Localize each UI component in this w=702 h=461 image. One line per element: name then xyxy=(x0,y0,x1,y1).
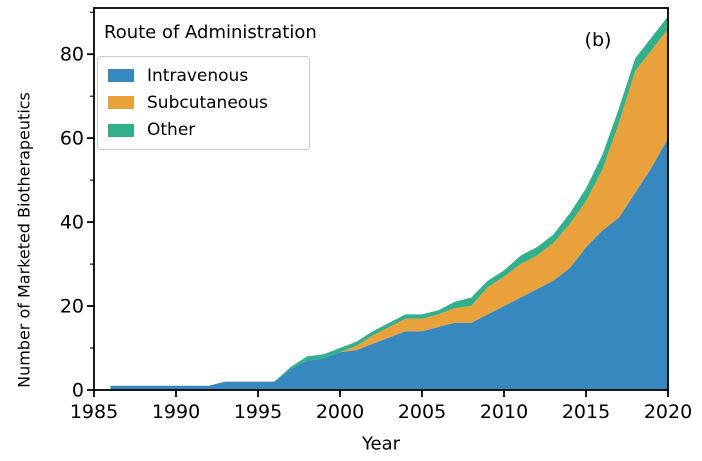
x-tick-label: 2015 xyxy=(562,401,610,423)
y-axis-title: Number of Marketed Biotherapeutics xyxy=(14,92,34,388)
panel-label: (b) xyxy=(584,29,612,51)
legend-row-intravenous: Intravenous xyxy=(108,66,299,86)
legend: Intravenous Subcutaneous Other xyxy=(97,56,310,150)
x-axis-title: Year xyxy=(361,433,401,455)
y-tick-label: 20 xyxy=(60,296,84,318)
legend-swatch-other xyxy=(108,123,134,137)
legend-label-other: Other xyxy=(147,120,196,141)
legend-swatch-subcutaneous xyxy=(108,96,134,110)
x-tick-label: 2020 xyxy=(644,401,692,423)
x-tick-label: 2005 xyxy=(398,401,446,423)
x-tick-label: 2010 xyxy=(480,401,528,423)
y-tick-label: 80 xyxy=(60,44,84,66)
x-tick-label: 2000 xyxy=(316,401,364,423)
legend-row-subcutaneous: Subcutaneous xyxy=(108,93,299,113)
legend-label-intravenous: Intravenous xyxy=(147,65,249,86)
legend-row-other: Other xyxy=(108,120,299,140)
y-tick-label: 60 xyxy=(60,128,84,150)
x-tick-label: 1995 xyxy=(234,401,282,423)
legend-swatch-intravenous xyxy=(108,69,134,83)
plot-border xyxy=(93,7,669,391)
area-intravenous xyxy=(110,138,668,390)
legend-label-subcutaneous: Subcutaneous xyxy=(147,92,268,113)
x-tick-label: 1990 xyxy=(152,401,200,423)
legend-title: Route of Administration xyxy=(104,22,317,43)
x-tick-label: 1985 xyxy=(70,401,118,423)
y-tick-label: 0 xyxy=(72,380,84,402)
y-tick-label: 40 xyxy=(60,212,84,234)
